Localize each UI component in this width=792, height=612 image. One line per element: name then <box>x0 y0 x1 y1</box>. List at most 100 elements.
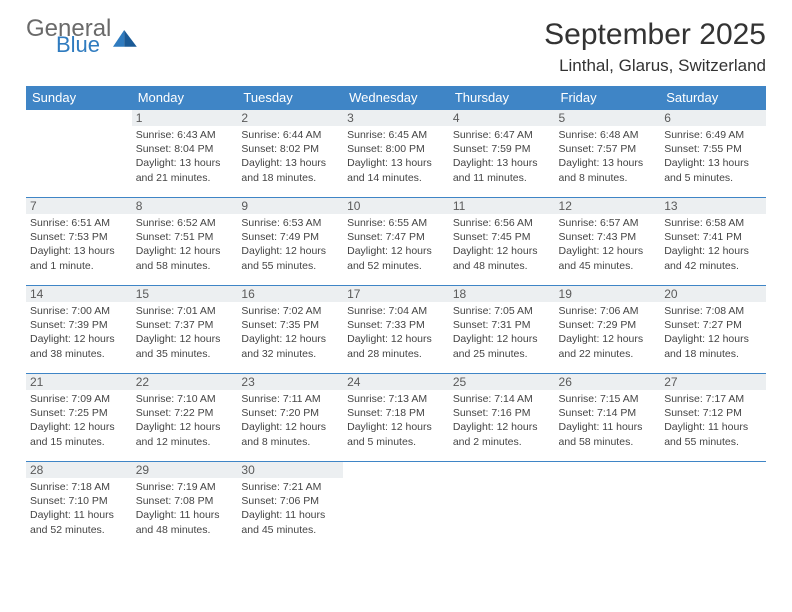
calendar-week-row: 28 Sunrise: 7:18 AMSunset: 7:10 PMDayligh… <box>26 462 766 550</box>
calendar-day-cell: 15 Sunrise: 7:01 AMSunset: 7:37 PMDayligh… <box>132 286 238 374</box>
day-details: Sunrise: 6:53 AMSunset: 7:49 PMDaylight:… <box>241 216 339 273</box>
calendar-day-cell: 9Sunrise: 6:53 AMSunset: 7:49 PMDaylight… <box>237 198 343 286</box>
day-details: Sunrise: 6:47 AMSunset: 7:59 PMDaylight:… <box>453 128 551 185</box>
day-details: Sunrise: 6:49 AMSunset: 7:55 PMDaylight:… <box>664 128 762 185</box>
day-details: Sunrise: 6:57 AMSunset: 7:43 PMDaylight:… <box>559 216 657 273</box>
day-number: 8 <box>132 198 238 214</box>
day-number: 18 <box>449 286 555 302</box>
weekday-header: Wednesday <box>343 86 449 110</box>
day-details: Sunrise: 7:06 AMSunset: 7:29 PMDaylight:… <box>559 304 657 361</box>
day-details: Sunrise: 6:51 AMSunset: 7:53 PMDaylight:… <box>30 216 128 273</box>
calendar-day-cell: 7Sunrise: 6:51 AMSunset: 7:53 PMDaylight… <box>26 198 132 286</box>
calendar-week-row: 7Sunrise: 6:51 AMSunset: 7:53 PMDaylight… <box>26 198 766 286</box>
day-number: 13 <box>660 198 766 214</box>
location: Linthal, Glarus, Switzerland <box>544 56 766 76</box>
title-block: September 2025 Linthal, Glarus, Switzerl… <box>544 18 766 76</box>
calendar-day-cell <box>555 462 661 550</box>
day-number: 3 <box>343 110 449 126</box>
day-details: Sunrise: 6:55 AMSunset: 7:47 PMDaylight:… <box>347 216 445 273</box>
day-details: Sunrise: 6:44 AMSunset: 8:02 PMDaylight:… <box>241 128 339 185</box>
calendar-day-cell: 8Sunrise: 6:52 AMSunset: 7:51 PMDaylight… <box>132 198 238 286</box>
day-number: 22 <box>132 374 238 390</box>
day-details: Sunrise: 7:21 AMSunset: 7:06 PMDaylight:… <box>241 480 339 537</box>
day-details: Sunrise: 7:04 AMSunset: 7:33 PMDaylight:… <box>347 304 445 361</box>
calendar-day-cell: 3Sunrise: 6:45 AMSunset: 8:00 PMDaylight… <box>343 110 449 198</box>
day-number: 6 <box>660 110 766 126</box>
calendar-day-cell: 4 Sunrise: 6:47 AMSunset: 7:59 PMDaylight… <box>449 110 555 198</box>
calendar-day-cell: 30 Sunrise: 7:21 AMSunset: 7:06 PMDayligh… <box>237 462 343 550</box>
day-details: Sunrise: 7:00 AMSunset: 7:39 PMDaylight:… <box>30 304 128 361</box>
day-number: 10 <box>343 198 449 214</box>
calendar-day-cell <box>449 462 555 550</box>
calendar-day-cell: 29Sunrise: 7:19 AMSunset: 7:08 PMDayligh… <box>132 462 238 550</box>
day-number: 23 <box>237 374 343 390</box>
day-details: Sunrise: 7:14 AMSunset: 7:16 PMDaylight:… <box>453 392 551 449</box>
calendar-day-cell: 5 Sunrise: 6:48 AMSunset: 7:57 PMDaylight… <box>555 110 661 198</box>
day-details: Sunrise: 6:58 AMSunset: 7:41 PMDaylight:… <box>664 216 762 273</box>
calendar-week-row: 1 Sunrise: 6:43 AMSunset: 8:04 PMDaylight… <box>26 110 766 198</box>
day-details: Sunrise: 6:43 AMSunset: 8:04 PMDaylight:… <box>136 128 234 185</box>
day-details: Sunrise: 7:17 AMSunset: 7:12 PMDaylight:… <box>664 392 762 449</box>
calendar-day-cell: 24 Sunrise: 7:13 AMSunset: 7:18 PMDayligh… <box>343 374 449 462</box>
calendar-day-cell <box>343 462 449 550</box>
calendar-day-cell: 1 Sunrise: 6:43 AMSunset: 8:04 PMDaylight… <box>132 110 238 198</box>
day-details: Sunrise: 7:15 AMSunset: 7:14 PMDaylight:… <box>559 392 657 449</box>
calendar-day-cell: 25 Sunrise: 7:14 AMSunset: 7:16 PMDayligh… <box>449 374 555 462</box>
day-number: 28 <box>26 462 132 478</box>
calendar-day-cell: 23 Sunrise: 7:11 AMSunset: 7:20 PMDayligh… <box>237 374 343 462</box>
calendar-day-cell: 27 Sunrise: 7:17 AMSunset: 7:12 PMDayligh… <box>660 374 766 462</box>
day-number: 20 <box>660 286 766 302</box>
weekday-header: Tuesday <box>237 86 343 110</box>
calendar-day-cell: 11 Sunrise: 6:56 AMSunset: 7:45 PMDayligh… <box>449 198 555 286</box>
month-title: September 2025 <box>544 18 766 52</box>
day-details: Sunrise: 6:56 AMSunset: 7:45 PMDaylight:… <box>453 216 551 273</box>
weekday-header: Sunday <box>26 86 132 110</box>
day-number: 5 <box>555 110 661 126</box>
day-details: Sunrise: 7:11 AMSunset: 7:20 PMDaylight:… <box>241 392 339 449</box>
day-number: 17 <box>343 286 449 302</box>
day-number: 4 <box>449 110 555 126</box>
day-details: Sunrise: 7:09 AMSunset: 7:25 PMDaylight:… <box>30 392 128 449</box>
calendar-day-cell: 14Sunrise: 7:00 AMSunset: 7:39 PMDayligh… <box>26 286 132 374</box>
day-number: 21 <box>26 374 132 390</box>
calendar-day-cell: 13 Sunrise: 6:58 AMSunset: 7:41 PMDayligh… <box>660 198 766 286</box>
day-details: Sunrise: 6:48 AMSunset: 7:57 PMDaylight:… <box>559 128 657 185</box>
weekday-header-row: SundayMondayTuesdayWednesdayThursdayFrid… <box>26 86 766 110</box>
calendar-day-cell: 10 Sunrise: 6:55 AMSunset: 7:47 PMDayligh… <box>343 198 449 286</box>
calendar-day-cell: 20 Sunrise: 7:08 AMSunset: 7:27 PMDayligh… <box>660 286 766 374</box>
day-details: Sunrise: 7:01 AMSunset: 7:37 PMDaylight:… <box>136 304 234 361</box>
calendar-day-cell: 26Sunrise: 7:15 AMSunset: 7:14 PMDayligh… <box>555 374 661 462</box>
calendar-day-cell: 16 Sunrise: 7:02 AMSunset: 7:35 PMDayligh… <box>237 286 343 374</box>
day-details: Sunrise: 7:02 AMSunset: 7:35 PMDaylight:… <box>241 304 339 361</box>
day-number: 19 <box>555 286 661 302</box>
day-number: 30 <box>237 462 343 478</box>
day-number: 1 <box>132 110 238 126</box>
day-number: 25 <box>449 374 555 390</box>
day-details: Sunrise: 7:19 AMSunset: 7:08 PMDaylight:… <box>136 480 234 537</box>
calendar-day-cell: 17 Sunrise: 7:04 AMSunset: 7:33 PMDayligh… <box>343 286 449 374</box>
day-details: Sunrise: 7:13 AMSunset: 7:18 PMDaylight:… <box>347 392 445 449</box>
day-number: 11 <box>449 198 555 214</box>
weekday-header: Monday <box>132 86 238 110</box>
calendar-day-cell: 12 Sunrise: 6:57 AMSunset: 7:43 PMDayligh… <box>555 198 661 286</box>
calendar-day-cell: 28 Sunrise: 7:18 AMSunset: 7:10 PMDayligh… <box>26 462 132 550</box>
logo: General Blue <box>26 18 141 56</box>
day-number: 16 <box>237 286 343 302</box>
day-number: 15 <box>132 286 238 302</box>
day-number: 27 <box>660 374 766 390</box>
day-details: Sunrise: 7:08 AMSunset: 7:27 PMDaylight:… <box>664 304 762 361</box>
logo-text-blue: Blue <box>56 35 111 56</box>
calendar-table: SundayMondayTuesdayWednesdayThursdayFrid… <box>26 86 766 550</box>
day-number: 12 <box>555 198 661 214</box>
calendar-day-cell <box>26 110 132 198</box>
day-number: 24 <box>343 374 449 390</box>
calendar-day-cell: 21 Sunrise: 7:09 AMSunset: 7:25 PMDayligh… <box>26 374 132 462</box>
header: General Blue September 2025 Linthal, Gla… <box>26 18 766 76</box>
calendar-day-cell: 18Sunrise: 7:05 AMSunset: 7:31 PMDayligh… <box>449 286 555 374</box>
day-details: Sunrise: 7:18 AMSunset: 7:10 PMDaylight:… <box>30 480 128 537</box>
calendar-day-cell: 6 Sunrise: 6:49 AMSunset: 7:55 PMDaylight… <box>660 110 766 198</box>
calendar-week-row: 21 Sunrise: 7:09 AMSunset: 7:25 PMDayligh… <box>26 374 766 462</box>
day-number: 2 <box>237 110 343 126</box>
weekday-header: Thursday <box>449 86 555 110</box>
weekday-header: Saturday <box>660 86 766 110</box>
